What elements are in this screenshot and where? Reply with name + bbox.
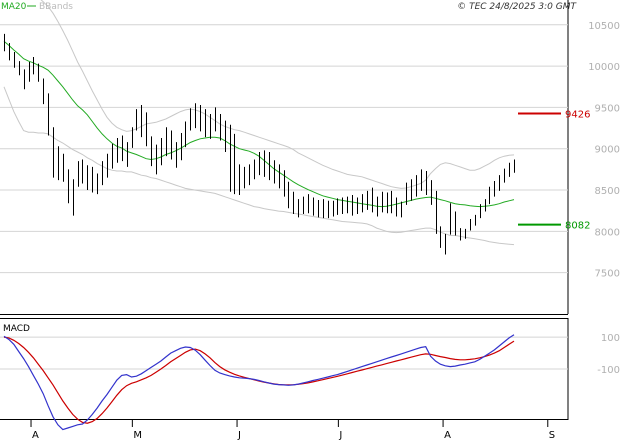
time-label: S — [549, 430, 555, 440]
time-label: J — [338, 430, 342, 440]
macd-axis-ticks: 100 -100 — [597, 333, 620, 376]
legend-ma20: MA20 — [1, 2, 27, 12]
copyright-stamp: © TEC 24/8/2025 3:0 GMT — [457, 2, 577, 12]
macd-lines — [3, 334, 515, 431]
time-label: A — [32, 430, 39, 440]
bollinger-bands — [3, 0, 515, 246]
price-tick-label: 8000 — [595, 227, 620, 238]
macd-panel-label: MACD — [3, 324, 30, 334]
macd-gridlines — [0, 336, 568, 370]
price-tick-label: 7500 — [595, 269, 620, 280]
time-label: A — [444, 430, 451, 440]
level-label: 9426 — [565, 110, 590, 121]
price-bars — [4, 33, 515, 255]
time-label: J — [237, 430, 241, 440]
price-gridlines — [0, 24, 568, 274]
legend-bbands: BBands — [39, 2, 73, 12]
price-tick-label: 8500 — [595, 186, 620, 197]
price-tick-label: 9000 — [595, 145, 620, 156]
time-label: M — [133, 430, 142, 440]
bb-upper-line — [40, 0, 515, 189]
macd-tick-label: -100 — [597, 365, 620, 376]
price-tick-label: 9500 — [595, 103, 620, 114]
bb-lower-line — [3, 86, 515, 246]
level-markers: 9426 8082 — [518, 110, 590, 232]
price-tick-label: 10000 — [588, 62, 620, 73]
macd-tick-label: 100 — [601, 333, 620, 344]
price-tick-label: 10500 — [588, 21, 620, 32]
price-axis-ticks: 10500 10000 9500 9000 8500 8000 7500 — [588, 21, 620, 280]
macd-line — [3, 334, 515, 431]
level-label: 8082 — [565, 221, 590, 232]
